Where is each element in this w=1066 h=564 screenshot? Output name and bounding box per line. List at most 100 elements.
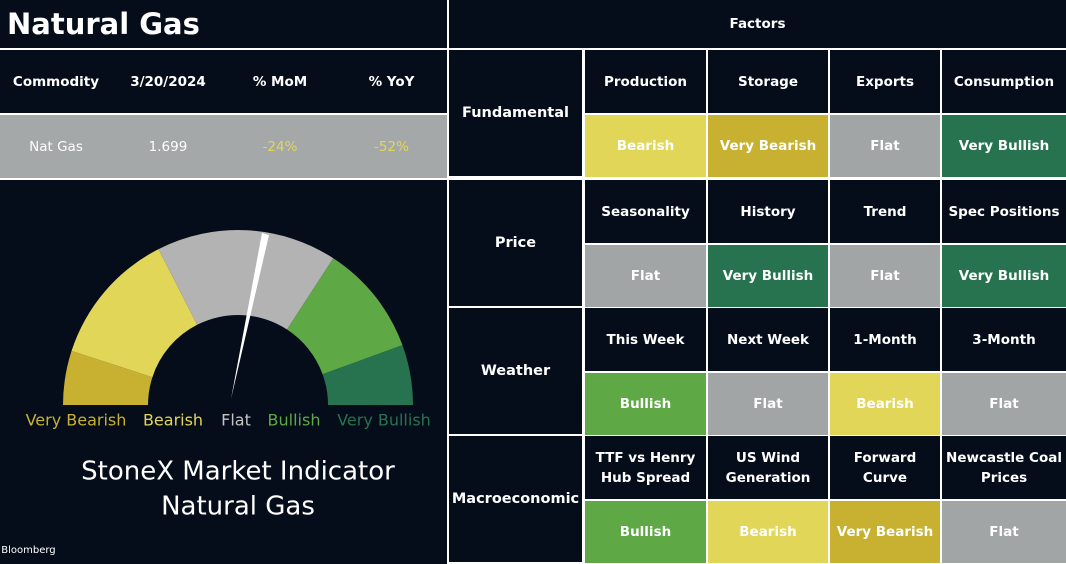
factor-label: This Week bbox=[606, 331, 685, 348]
factor-rating: Very Bullish bbox=[722, 268, 814, 284]
gauge-label: Very Bearish bbox=[26, 411, 127, 430]
factor-rating: Flat bbox=[989, 524, 1019, 540]
factor-label-cell: Production bbox=[585, 50, 706, 113]
table-header: % MoM bbox=[252, 73, 308, 90]
factor-rating-cell: Flat bbox=[830, 115, 940, 177]
factor-label: Newcastle Coal bbox=[946, 449, 1062, 466]
gauge-segment bbox=[71, 249, 198, 378]
page-title: Natural Gas bbox=[0, 0, 447, 48]
factor-label: Curve bbox=[862, 469, 908, 486]
factor-label: TTF vs Henry bbox=[595, 449, 696, 466]
factor-rating: Flat bbox=[989, 396, 1019, 412]
gauge-segment bbox=[287, 258, 403, 375]
factor-rating: Bullish bbox=[619, 524, 672, 540]
factor-rating: Bearish bbox=[856, 396, 914, 412]
factor-label-cell: This Week bbox=[585, 308, 706, 371]
table-cell: Nat Gas bbox=[0, 115, 112, 178]
gauge-label: Bullish bbox=[268, 411, 321, 430]
table-cell: -52% bbox=[336, 115, 447, 178]
factor-rating: Flat bbox=[870, 138, 900, 154]
table-value: -52% bbox=[374, 138, 409, 155]
factor-rating: Bearish bbox=[616, 138, 675, 154]
gauge-title: StoneX Market Indicator bbox=[81, 457, 395, 487]
factor-rating: Very Bullish bbox=[958, 138, 1050, 154]
factor-label: Forward bbox=[853, 449, 917, 466]
gauge-needle bbox=[231, 233, 269, 399]
factor-group-cell: Weather bbox=[449, 308, 582, 434]
factor-rating-cell: Flat bbox=[585, 245, 706, 307]
factor-label: US Wind bbox=[735, 449, 801, 466]
factor-rating-cell: Bullish bbox=[585, 373, 706, 435]
factor-label: Trend bbox=[863, 203, 907, 220]
factor-rating-cell: Flat bbox=[708, 373, 828, 435]
factor-label-cell: 3-Month bbox=[942, 308, 1066, 371]
factor-rating: Very Bullish bbox=[958, 268, 1050, 284]
factor-label-cell: Consumption bbox=[942, 50, 1066, 113]
factor-group-name: Fundamental bbox=[462, 105, 569, 121]
factor-rating: Flat bbox=[870, 268, 900, 284]
table-cell: 1.699 bbox=[112, 115, 224, 178]
factor-rating-cell: Bearish bbox=[585, 115, 706, 177]
gauge-segment bbox=[63, 350, 153, 405]
factor-label: Consumption bbox=[953, 73, 1055, 90]
factor-label: Seasonality bbox=[601, 203, 690, 220]
factor-rating-cell: Very Bullish bbox=[942, 245, 1066, 307]
factor-group-name: Macroeconomic bbox=[451, 491, 580, 507]
factor-label: Generation bbox=[725, 469, 811, 486]
factor-label-cell: TTF vs Henry Hub Spread bbox=[585, 436, 706, 499]
factor-label: History bbox=[740, 203, 796, 220]
factor-group-cell: Macroeconomic bbox=[449, 436, 582, 562]
factor-label-cell: US Wind Generation bbox=[708, 436, 828, 499]
gauge-title: Natural Gas bbox=[161, 492, 315, 522]
table-header-cell: 3/20/2024 bbox=[112, 50, 224, 113]
table-header: Commodity bbox=[12, 73, 100, 90]
factor-label-cell: 1-Month bbox=[830, 308, 940, 371]
factor-rating-cell: Very Bearish bbox=[830, 501, 940, 563]
factor-label-cell: Newcastle Coal Prices bbox=[942, 436, 1066, 499]
factor-rating: Flat bbox=[753, 396, 783, 412]
factor-rating-cell: Flat bbox=[942, 501, 1066, 563]
factor-rating-cell: Very Bearish bbox=[708, 115, 828, 177]
factor-rating: Bearish bbox=[739, 524, 797, 540]
gauge-segment bbox=[158, 229, 334, 330]
factor-rating-cell: Bearish bbox=[830, 373, 940, 435]
factor-rating-cell: Very Bullish bbox=[708, 245, 828, 307]
factor-label: Prices bbox=[980, 469, 1028, 486]
factor-rating-cell: Flat bbox=[830, 245, 940, 307]
factor-label-cell: Forward Curve bbox=[830, 436, 940, 499]
table-value: -24% bbox=[262, 138, 298, 155]
factor-group-name: Weather bbox=[480, 363, 551, 379]
factor-rating-cell: Bullish bbox=[585, 501, 706, 563]
factor-label-cell: Next Week bbox=[708, 308, 828, 371]
factor-rating-cell: Bearish bbox=[708, 501, 828, 563]
factor-rating: Flat bbox=[630, 268, 661, 284]
factor-label-cell: Trend bbox=[830, 180, 940, 243]
factor-label: 1-Month bbox=[853, 331, 917, 348]
gauge-segment bbox=[322, 345, 413, 405]
gauge-label: Bearish bbox=[143, 411, 203, 430]
source-note: Source: Bloomberg bbox=[0, 545, 56, 556]
factor-label: Production bbox=[603, 73, 688, 90]
factor-rating-cell: Very Bullish bbox=[942, 115, 1066, 177]
factor-group-cell: Fundamental bbox=[449, 50, 582, 176]
factor-label: Storage bbox=[737, 73, 799, 90]
factor-label: Next Week bbox=[726, 331, 809, 348]
factor-label-cell: Exports bbox=[830, 50, 940, 113]
factor-label: Exports bbox=[855, 73, 914, 90]
factor-group-name: Price bbox=[494, 235, 537, 251]
table-header: 3/20/2024 bbox=[130, 73, 206, 90]
factors-title: Factors bbox=[729, 16, 786, 32]
table-cell: -24% bbox=[224, 115, 336, 178]
factors-header: Factors bbox=[449, 0, 1066, 48]
factor-rating-cell: Flat bbox=[942, 373, 1066, 435]
factor-label: 3-Month bbox=[972, 331, 1036, 348]
gauge: Very Bearish Bearish Flat Bullish Very Bulli… bbox=[0, 180, 447, 564]
factor-rating: Very Bearish bbox=[836, 524, 934, 540]
table-header: % YoY bbox=[368, 73, 415, 90]
factor-group-cell: Price bbox=[449, 180, 582, 306]
factor-rating: Very Bearish bbox=[719, 138, 817, 154]
table-value: 1.699 bbox=[148, 138, 188, 155]
table-value: Nat Gas bbox=[29, 138, 83, 155]
table-header-cell: % YoY bbox=[336, 50, 447, 113]
